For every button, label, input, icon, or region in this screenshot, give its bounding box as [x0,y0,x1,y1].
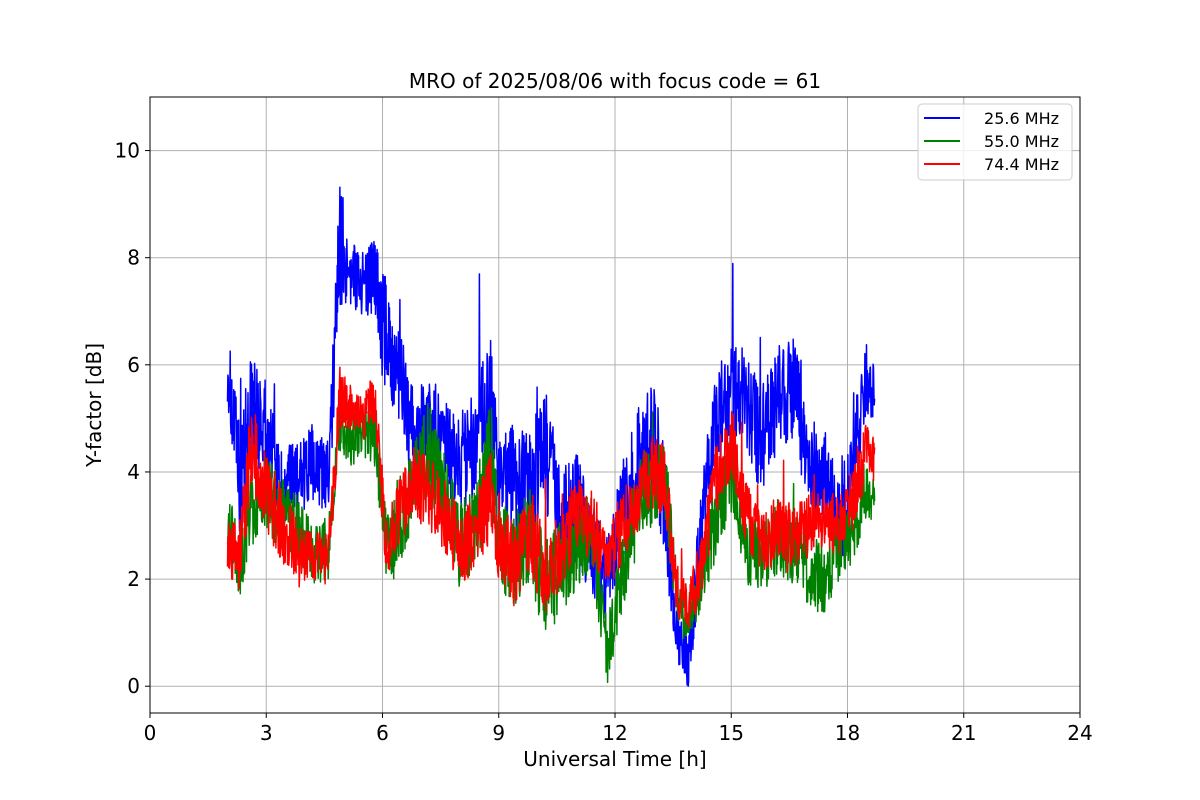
x-tick-label: 9 [492,721,505,745]
y-tick-label: 0 [127,674,140,698]
legend-label-0: 25.6 MHz [984,109,1059,128]
legend-label-2: 74.4 MHz [984,155,1059,174]
x-tick-label: 6 [376,721,389,745]
x-tick-label: 3 [260,721,273,745]
y-tick-label: 6 [127,353,140,377]
x-tick-label: 12 [602,721,627,745]
legend: 25.6 MHz 55.0 MHz 74.4 MHz [917,103,1073,181]
series-line-2 [226,366,876,629]
legend-items: 25.6 MHz 55.0 MHz 74.4 MHz [924,109,1059,174]
y-tick-label: 4 [127,460,140,484]
y-tick-label: 2 [127,567,140,591]
y-tick-label: 8 [127,246,140,270]
y-axis-label: Y-factor [dB] [82,343,106,468]
x-tick-label: 18 [835,721,860,745]
chart-title: MRO of 2025/08/06 with focus code = 61 [409,69,821,93]
x-axis-label: Universal Time [h] [523,747,706,771]
legend-label-1: 55.0 MHz [984,132,1059,151]
series-line-0 [226,186,876,687]
series-layer [226,186,876,687]
x-tick-label: 21 [951,721,976,745]
x-tick-label: 0 [144,721,157,745]
legend-box [917,103,1073,181]
x-tick-label: 15 [719,721,744,745]
x-tick-label: 24 [1067,721,1092,745]
y-tick-label: 10 [115,139,140,163]
